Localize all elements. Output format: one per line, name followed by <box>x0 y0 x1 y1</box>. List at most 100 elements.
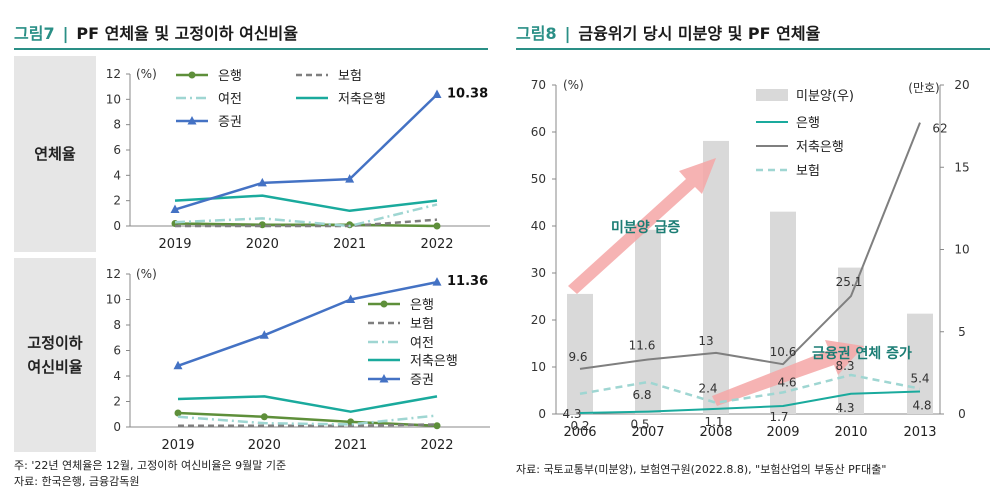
c3-right-tick-label: 20 <box>954 78 969 92</box>
c2-legend-card-label: 여전 <box>410 336 434 351</box>
c1-legend-card-label: 여전 <box>218 92 242 107</box>
c3-legend-unsold-label: 미분양(우) <box>796 89 854 104</box>
c3-series-insurance-line <box>579 373 921 404</box>
c2-series-securities-line <box>177 280 438 367</box>
c1-unit-label: (%) <box>136 67 157 81</box>
c3-bar-unsold <box>567 293 593 414</box>
c3-x-tick-label: 2013 <box>903 425 936 440</box>
figure8-source: 자료: 국토교통부(미분양), 보험연구원(2022.8.8), "보험산업의 … <box>516 463 887 476</box>
c3-left-tick-label: 10 <box>531 360 546 374</box>
c3-series-bank-value-label: 4.8 <box>912 398 931 412</box>
c1-series-card-line <box>174 203 438 228</box>
c1-legend-securities-label: 증권 <box>218 115 242 130</box>
c2-series-bank-point <box>433 422 441 430</box>
c3-right-tick-label: 10 <box>954 243 969 257</box>
c3-left-tick-label: 50 <box>531 172 546 186</box>
c2-y-tick-label: 2 <box>113 395 121 409</box>
c1-y-tick-label: 6 <box>113 143 121 157</box>
c3-left-tick-label: 30 <box>531 266 546 280</box>
c3-bar-unsold <box>907 313 933 414</box>
c1-series-securities-point <box>345 174 355 183</box>
c2-y-tick-label: 12 <box>106 267 121 281</box>
c1-x-tick-label: 2021 <box>333 237 366 252</box>
c1-series-securities-line <box>174 93 438 211</box>
c3-series-insurance-value-label: 6.8 <box>632 388 651 402</box>
c1-series-bank-point <box>433 222 441 230</box>
c3-series-insurance-value-label: 4.3 <box>562 407 581 421</box>
c3-right-tick-label: 0 <box>958 407 966 421</box>
c3-series-insurance-value-label: 4.6 <box>777 375 796 389</box>
c2-legend-securities-label: 증권 <box>410 373 434 388</box>
figure7-title: 그림7 | PF 연체율 및 고정이하 여신비율 <box>14 20 298 44</box>
c3-annotation-surge: 미분양 급증 <box>611 220 680 236</box>
c1-x-tick-label: 2022 <box>420 237 453 252</box>
c3-legend-unsold-swatch <box>756 89 788 101</box>
c3-series-insurance-value-label: 2.4 <box>698 382 717 396</box>
c2-series-bank-line <box>177 411 438 427</box>
c3-x-tick-label: 2007 <box>631 425 664 440</box>
c2-y-tick-label: 4 <box>113 369 121 383</box>
c2-legend-insurance-label: 보험 <box>410 317 434 332</box>
c3-arrow-surge <box>568 158 716 294</box>
c3-bar-unsold <box>703 140 729 414</box>
c3-legend-savings-label: 저축은행 <box>796 139 844 155</box>
c3-right-tick-label: 15 <box>954 160 969 174</box>
figure8-number: 그림8 <box>516 24 557 43</box>
c3-series-insurance-value-label: 5.4 <box>910 372 929 386</box>
c2-y-tick-label: 6 <box>113 344 121 358</box>
c1-y-tick-label: 10 <box>106 92 121 106</box>
panel-label-npl-text: 고정이하 여신비율 <box>27 334 83 376</box>
panel-label-npl-ratio: 고정이하 여신비율 <box>14 258 96 452</box>
c1-legend-securities-marker <box>187 116 197 125</box>
c2-series-securities-point <box>173 360 183 370</box>
c2-x-tick-label: 2019 <box>161 438 194 453</box>
c3-series-bank-value-label: 1.1 <box>704 415 723 429</box>
figure7-source: 자료: 한국은행, 금융감독원 <box>14 475 140 488</box>
figure7-separator: | <box>62 24 69 43</box>
c2-x-tick-label: 2022 <box>420 438 453 453</box>
figure8-title: 그림8 | 금융위기 당시 미분양 및 PF 연체율 <box>516 20 820 44</box>
c3-x-tick-label: 2009 <box>766 425 799 440</box>
c2-series-securities-point <box>432 277 442 286</box>
c3-bar-unsold <box>838 267 864 414</box>
c3-left-tick-label: 70 <box>531 78 546 92</box>
c2-series-savings-line <box>177 395 438 413</box>
c3-right-unit-label: (만호) <box>908 81 939 95</box>
c3-x-tick-label: 2010 <box>834 425 867 440</box>
c3-series-bank-value-label: 0.2 <box>570 419 589 433</box>
c3-left-tick-label: 60 <box>531 125 546 139</box>
c3-left-tick-label: 20 <box>531 313 546 327</box>
c2-x-tick-label: 2020 <box>248 438 281 453</box>
c2-series-securities-point <box>346 294 356 303</box>
c1-y-tick-label: 8 <box>113 118 121 132</box>
c1-series-securities-point <box>257 177 267 187</box>
c3-series-savings-value-label: 9.6 <box>568 350 587 364</box>
c3-series-insurance-value-label: 8.3 <box>835 359 854 373</box>
figure7-footnote: 주: '22년 연체율은 12월, 고정이하 여신비율은 9월말 기준 <box>14 459 287 472</box>
c2-legend-securities-marker <box>379 374 389 383</box>
c1-y-tick-label: 12 <box>106 67 121 81</box>
c1-series-savings-line <box>174 194 438 213</box>
c2-series-card-line <box>177 414 438 426</box>
c1-y-tick-label: 2 <box>113 194 121 208</box>
c1-series-insurance-line <box>175 218 438 228</box>
c2-legend-bank-marker <box>380 300 388 308</box>
c3-legend-insurance-label: 보험 <box>796 164 820 179</box>
c3-x-tick-label: 2008 <box>699 425 732 440</box>
c3-series-savings-value-label: 62 <box>932 122 947 136</box>
c3-series-bank-value-label: 4.3 <box>835 401 854 415</box>
c3-annotation-increase: 금융권 연체 증가 <box>812 346 912 362</box>
c2-y-tick-label: 0 <box>113 420 121 434</box>
c2-series-securities-point <box>259 330 269 339</box>
c1-series-bank-line <box>174 222 438 228</box>
c3-left-tick-label: 40 <box>531 219 546 233</box>
c2-series-bank-point <box>260 413 268 421</box>
c2-unit-label: (%) <box>136 267 157 281</box>
c3-bar-unsold <box>635 229 661 414</box>
c3-left-unit-label: (%) <box>563 78 584 92</box>
c3-series-savings-value-label: 13 <box>698 334 713 348</box>
c2-legend-savings-label: 저축은행 <box>410 353 458 369</box>
c3-series-savings-value-label: 25.1 <box>836 275 863 289</box>
panel-label-delinquency: 연체율 <box>14 56 96 252</box>
